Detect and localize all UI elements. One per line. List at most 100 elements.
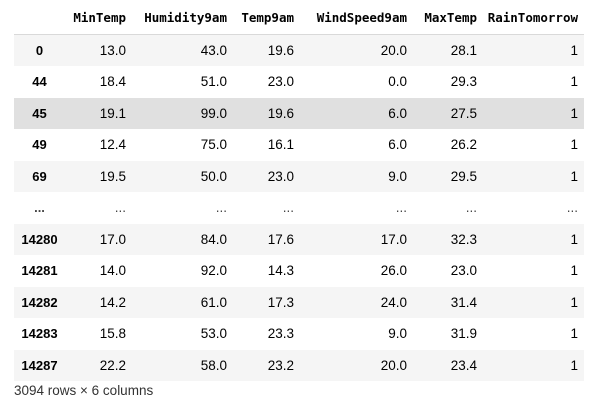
- table-row: 69 19.5 50.0 23.0 9.0 29.5 1: [14, 160, 584, 192]
- table-cell: 26.2: [450, 137, 477, 153]
- table-cell: 1: [570, 357, 578, 373]
- table-cell: 15.8: [99, 326, 126, 342]
- table-cell: 9.0: [388, 168, 407, 184]
- table-cell: 1: [570, 168, 578, 184]
- table-cell: 27.5: [450, 105, 477, 121]
- table-cell: 43.0: [200, 43, 227, 58]
- table-row: 14282 14.2 61.0 17.3 24.0 31.4 1: [14, 286, 584, 318]
- dataframe-output: MinTemp Humidity9am Temp9am WindSpeed9am…: [14, 0, 584, 381]
- table-cell: 1: [570, 294, 578, 310]
- table-cell: 23.3: [267, 326, 294, 342]
- table-cell: 51.0: [200, 74, 227, 90]
- row-index: 14281: [21, 263, 58, 279]
- row-index: 69: [32, 168, 47, 184]
- table-cell: 6.0: [388, 137, 407, 153]
- table-cell: 92.0: [200, 263, 227, 279]
- table-cell: 17.0: [99, 231, 126, 247]
- table-cell: 75.0: [200, 137, 227, 153]
- table-row: 45 19.1 99.0 19.6 6.0 27.5 1: [14, 97, 584, 129]
- table-cell: 14.3: [267, 263, 294, 279]
- table-cell: 23.0: [267, 74, 294, 90]
- row-index: ...: [34, 200, 45, 216]
- table-cell: ...: [566, 200, 578, 216]
- table-cell: 31.9: [450, 326, 477, 342]
- table-cell: 12.4: [99, 137, 126, 153]
- table-row: 14281 14.0 92.0 14.3 26.0 23.0 1: [14, 255, 584, 287]
- table-cell: 23.2: [267, 357, 294, 373]
- table-cell: ...: [465, 200, 477, 216]
- table-cell: 1: [570, 231, 578, 247]
- table-cell: 19.5: [99, 168, 126, 184]
- table-cell: 31.4: [450, 294, 477, 310]
- table-cell: ...: [395, 200, 407, 216]
- table-cell: 1: [570, 74, 578, 90]
- table-cell: 23.4: [450, 357, 477, 373]
- table-cell: 14.2: [99, 294, 126, 310]
- table-cell: 0.0: [388, 74, 407, 90]
- table-cell: 14.0: [99, 263, 126, 279]
- table-cell: 53.0: [200, 326, 227, 342]
- table-cell: ...: [282, 200, 294, 216]
- table-cell: 22.2: [99, 357, 126, 373]
- table-cell: 16.1: [267, 137, 294, 153]
- table-cell: 61.0: [200, 294, 227, 310]
- table-cell: 84.0: [200, 231, 227, 247]
- index-header: [14, 0, 65, 35]
- column-header-temp9am: Temp9am: [233, 0, 300, 35]
- table-cell: 1: [570, 326, 578, 342]
- table-row: 44 18.4 51.0 23.0 0.0 29.3 1: [14, 66, 584, 98]
- table-cell: 20.0: [380, 357, 407, 373]
- row-index: 14280: [21, 231, 58, 247]
- row-index: 45: [32, 105, 47, 121]
- table-row: 14280 17.0 84.0 17.6 17.0 32.3 1: [14, 223, 584, 255]
- table-cell: 29.5: [450, 168, 477, 184]
- table-cell: 19.1: [99, 105, 126, 121]
- ellipsis-row: .....................: [14, 192, 584, 224]
- table-cell: 28.1: [450, 43, 477, 58]
- table-cell: 58.0: [200, 357, 227, 373]
- table-cell: 6.0: [388, 105, 407, 121]
- table-cell: 99.0: [200, 105, 227, 121]
- table-cell: 24.0: [380, 294, 407, 310]
- table-cell: 1: [570, 43, 578, 58]
- table-cell: 1: [570, 263, 578, 279]
- table-cell: 50.0: [200, 168, 227, 184]
- table-cell: ...: [114, 200, 126, 216]
- table-cell: 19.6: [267, 43, 294, 58]
- table-row: 0 13.0 43.0 19.6 20.0 28.1 1: [14, 34, 584, 66]
- dataframe-table: MinTemp Humidity9am Temp9am WindSpeed9am…: [14, 0, 584, 381]
- table-cell: 9.0: [388, 326, 407, 342]
- header-row: MinTemp Humidity9am Temp9am WindSpeed9am…: [14, 0, 584, 35]
- table-cell: 23.0: [267, 168, 294, 184]
- column-header-humidity9am: Humidity9am: [132, 0, 233, 35]
- column-header-maxtemp: MaxTemp: [413, 0, 483, 35]
- table-cell: 18.4: [99, 74, 126, 90]
- table-cell: 26.0: [380, 263, 407, 279]
- table-cell: 23.0: [450, 263, 477, 279]
- column-header-windspeed9am: WindSpeed9am: [300, 0, 413, 35]
- table-body: 0 13.0 43.0 19.6 20.0 28.1 1 44 18.4 51.0 23.0 0.0 2…: [14, 34, 584, 381]
- row-index: 14283: [21, 326, 58, 342]
- table-cell: 1: [570, 137, 578, 153]
- table-cell: 1: [570, 105, 578, 121]
- table-cell: 29.3: [450, 74, 477, 90]
- table-row: 14287 22.2 58.0 23.2 20.0 23.4 1: [14, 349, 584, 381]
- table-cell: 13.0: [99, 43, 126, 58]
- row-index: 44: [32, 74, 47, 90]
- table-cell: 32.3: [450, 231, 477, 247]
- table-cell: 17.0: [380, 231, 407, 247]
- table-cell: 19.6: [267, 105, 294, 121]
- row-index: 0: [35, 43, 44, 58]
- row-index: 14287: [21, 357, 58, 373]
- table-cell: 17.6: [267, 231, 294, 247]
- table-cell: 20.0: [380, 43, 407, 58]
- shape-summary: 3094 rows × 6 columns: [14, 383, 154, 398]
- table-row: 14283 15.8 53.0 23.3 9.0 31.9 1: [14, 318, 584, 350]
- row-index: 49: [32, 137, 47, 153]
- column-header-raintomorrow: RainTomorrow: [483, 0, 584, 35]
- row-index: 14282: [21, 294, 58, 310]
- table-cell: 17.3: [267, 294, 294, 310]
- table-row: 49 12.4 75.0 16.1 6.0 26.2 1: [14, 129, 584, 161]
- column-header-mintemp: MinTemp: [65, 0, 132, 35]
- table-cell: ...: [215, 200, 227, 216]
